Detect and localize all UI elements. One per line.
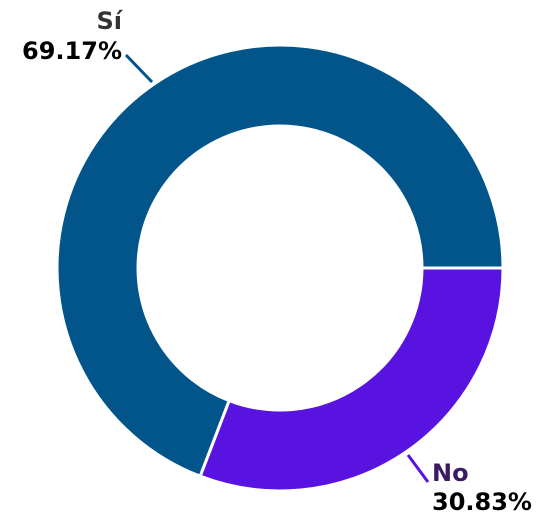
slice-value: 30.83% xyxy=(432,488,532,516)
slice-value: 69.17% xyxy=(22,37,122,65)
donut-slice xyxy=(55,43,505,479)
donut-slice xyxy=(198,266,505,493)
slice-name: No xyxy=(432,459,469,487)
leader-line xyxy=(124,53,154,84)
leader-line xyxy=(406,454,430,483)
slice-name: Sí xyxy=(96,7,123,35)
